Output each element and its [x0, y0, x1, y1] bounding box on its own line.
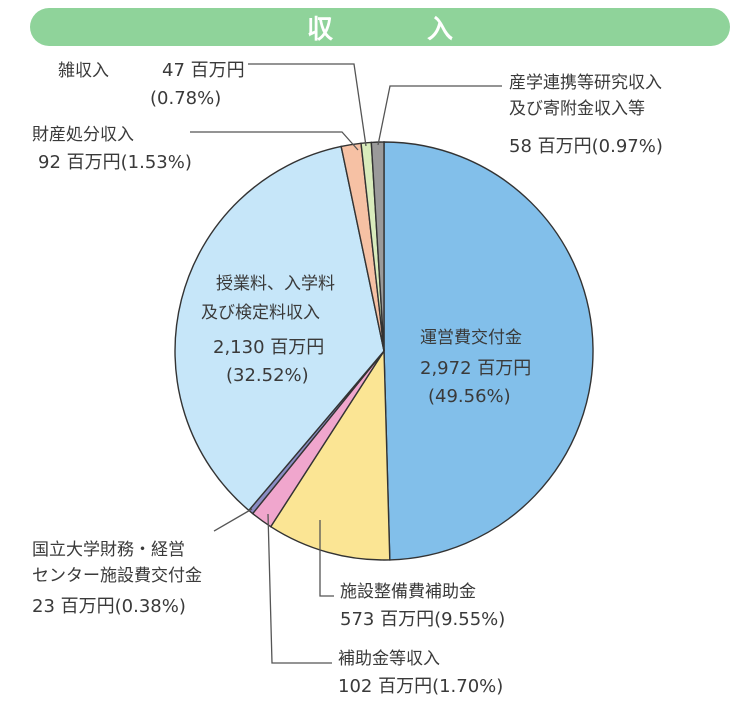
leader-line-7 [248, 63, 367, 147]
slice-label-8-line2: 及び寄附金収入等 [509, 99, 645, 119]
slice-value-5: 2,130 百万円 [213, 337, 324, 358]
slice-label-3: 補助金等収入 [338, 649, 440, 669]
pie-slice-2 [269, 348, 391, 561]
slice-label-5-line1: 授業料、入学料 [216, 274, 335, 294]
leader-line-3 [267, 513, 332, 664]
title-bar: 収 入 [30, 8, 730, 46]
pie-slice-8 [370, 141, 385, 352]
slice-value-6: 92 百万円(1.53%) [38, 152, 192, 173]
chart-title: 収 入 [306, 14, 487, 45]
slice-value-1: 2,972 百万円 [420, 358, 531, 379]
slice-label-4-line2: センター施設費交付金 [32, 566, 202, 586]
slice-value-8: 58 百万円(0.97%) [509, 136, 663, 157]
slice-value-2: 573 百万円(9.55%) [340, 609, 505, 630]
slice-label-1: 運営費交付金 [420, 328, 522, 348]
slice-label-2: 施設整備費補助金 [340, 582, 476, 602]
slice-label-7: 雑収入 [58, 61, 109, 81]
slice-label-6: 財産処分収入 [32, 125, 134, 145]
leader-line-4 [213, 508, 253, 532]
slice-label-5-line2: 及び検定料収入 [201, 303, 320, 323]
leader-line-8 [377, 85, 502, 146]
slice-percent-5: (32.52%) [226, 365, 309, 386]
slice-label-4-line1: 国立大学財務・経営 [32, 540, 185, 560]
leader-line-2 [319, 520, 334, 597]
slice-percent-7: (0.78%) [150, 88, 221, 109]
slice-value-4: 23 百万円(0.38%) [32, 596, 186, 617]
pie-slice-5 [174, 145, 385, 512]
slice-value-7: 47 百万円 [162, 60, 245, 81]
slice-label-8-line1: 産学連携等研究収入 [509, 73, 662, 93]
pie-slice-1 [383, 141, 594, 561]
leader-line-6 [190, 131, 359, 151]
slice-value-3: 102 百万円(1.70%) [338, 676, 503, 697]
slice-percent-1: (49.56%) [428, 386, 511, 407]
